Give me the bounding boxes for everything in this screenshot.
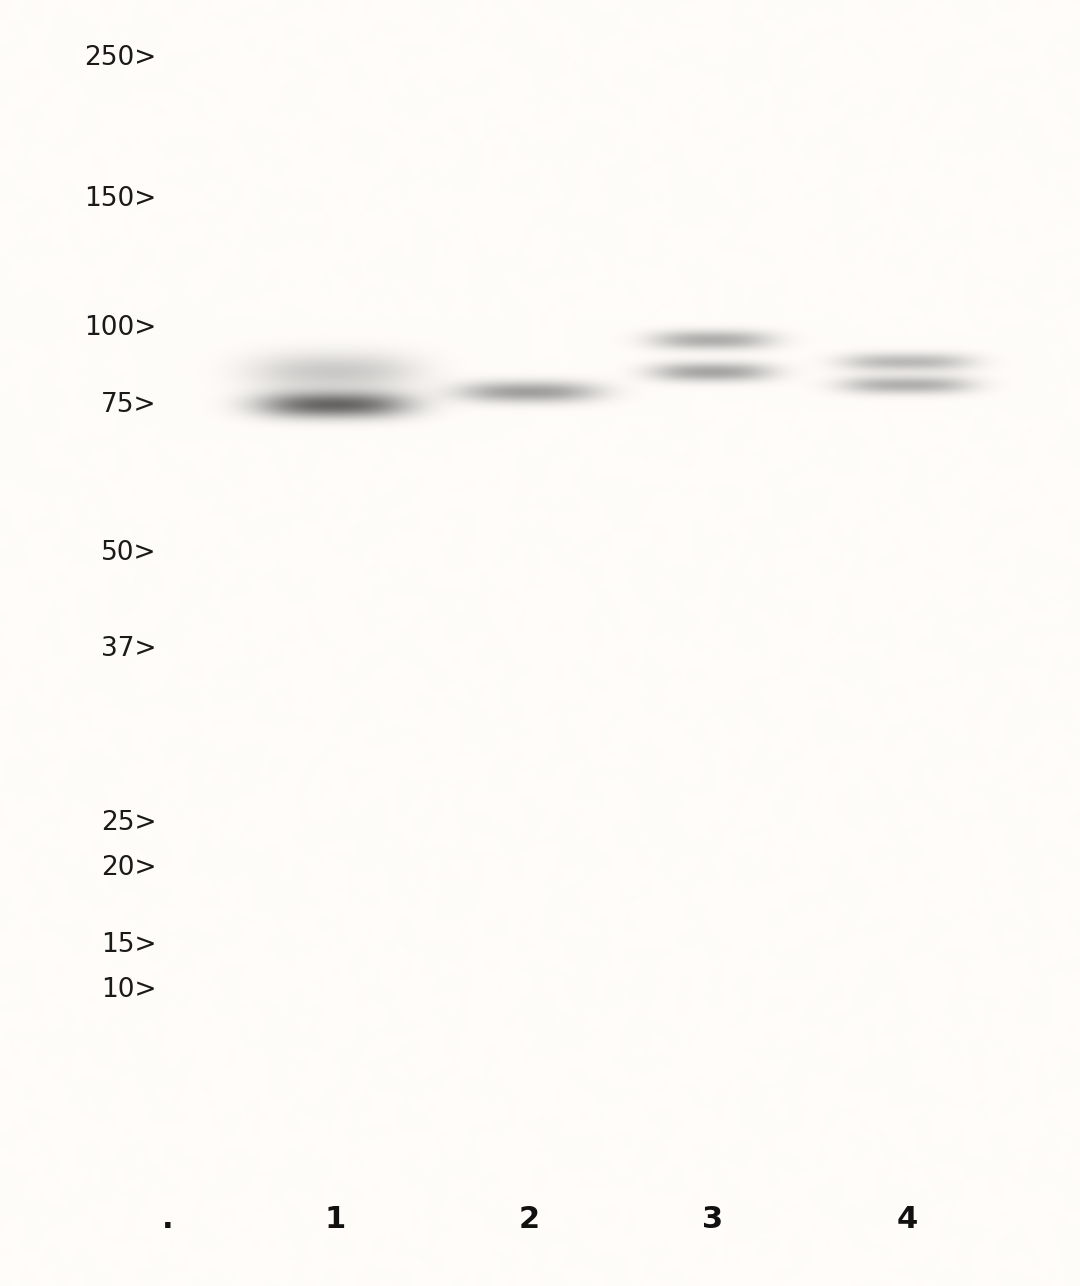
- Text: 4: 4: [896, 1205, 918, 1233]
- Text: 2: 2: [518, 1205, 540, 1233]
- Text: 100>: 100>: [84, 315, 157, 341]
- Text: 75>: 75>: [102, 392, 157, 418]
- Text: 15>: 15>: [102, 932, 157, 958]
- Text: 25>: 25>: [102, 810, 157, 836]
- Text: 250>: 250>: [84, 45, 157, 71]
- Text: .: .: [162, 1205, 173, 1233]
- Text: 50>: 50>: [102, 540, 157, 566]
- Text: 37>: 37>: [102, 637, 157, 662]
- Text: 3: 3: [702, 1205, 724, 1233]
- Text: 1: 1: [324, 1205, 346, 1233]
- Text: 10>: 10>: [102, 977, 157, 1003]
- Text: 150>: 150>: [84, 186, 157, 212]
- Text: 20>: 20>: [102, 855, 157, 881]
